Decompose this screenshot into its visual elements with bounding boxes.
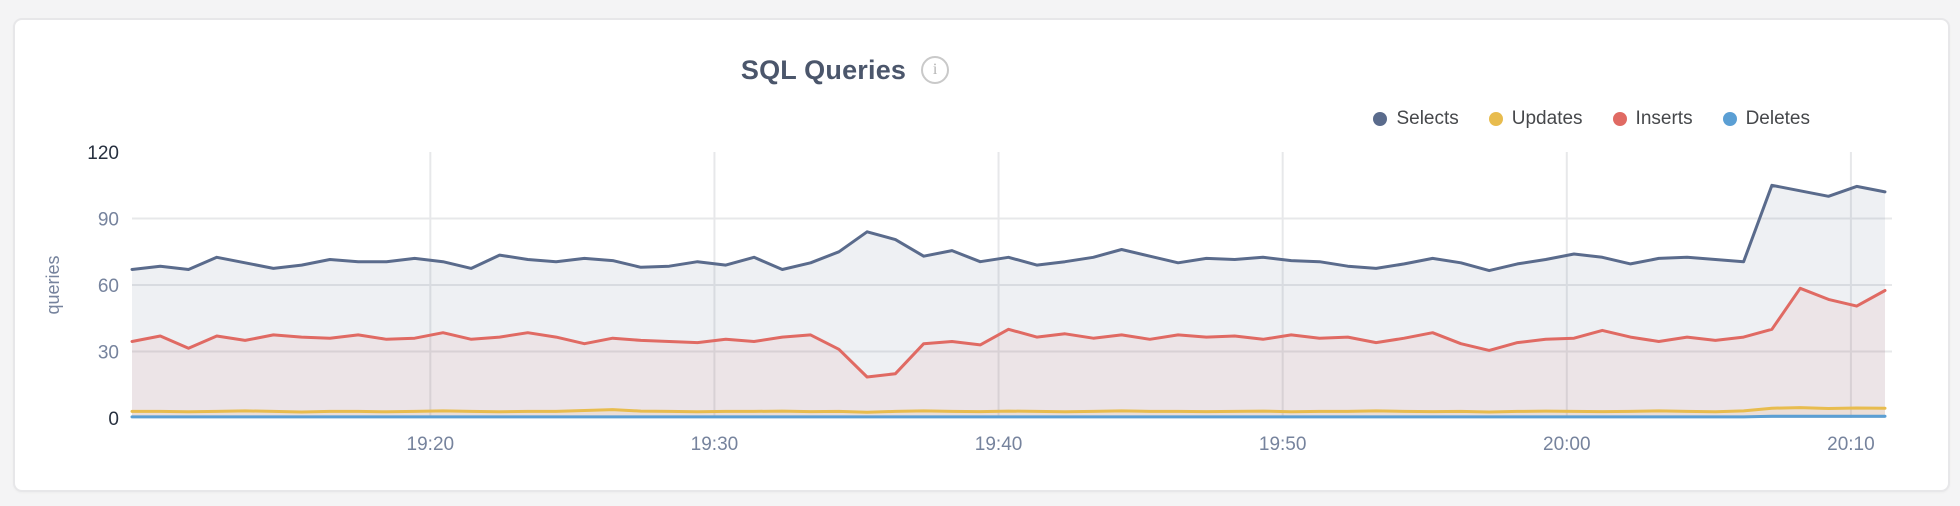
svg-text:30: 30 [98, 343, 119, 364]
svg-text:19:40: 19:40 [975, 434, 1023, 455]
legend-item-inserts[interactable]: Inserts [1612, 108, 1693, 130]
svg-text:90: 90 [98, 210, 119, 231]
legend-dot-updates [1488, 112, 1503, 126]
info-icon[interactable]: i [921, 56, 950, 84]
x-axis-tick-labels: 19:20 19:30 19:40 19:50 20:00 20:10 [407, 434, 1875, 455]
y-axis-title: queries [43, 255, 63, 314]
svg-text:19:20: 19:20 [407, 434, 455, 455]
chart-title: SQL Queries [740, 54, 907, 85]
legend-label: Inserts [1635, 108, 1693, 129]
svg-text:19:30: 19:30 [691, 434, 739, 455]
svg-text:queries: queries [43, 255, 63, 314]
legend-label: Selects [1396, 108, 1459, 129]
legend-item-updates[interactable]: Updates [1488, 108, 1583, 130]
svg-text:120: 120 [87, 143, 119, 164]
legend-label: Deletes [1745, 108, 1810, 129]
grid-lines [132, 152, 1892, 418]
legend-item-deletes[interactable]: Deletes [1722, 108, 1810, 130]
svg-text:0: 0 [108, 409, 119, 430]
chart-header: SQL Queries i [15, 54, 1675, 86]
chart-card: SQL Queries i Selects Updates Inserts Delet… [13, 18, 1950, 492]
series-areas [132, 185, 1885, 418]
series-lines [130, 183, 1887, 419]
svg-text:20:00: 20:00 [1543, 434, 1591, 455]
svg-text:19:50: 19:50 [1259, 434, 1307, 455]
svg-text:20:10: 20:10 [1827, 434, 1875, 455]
legend-label: Updates [1511, 108, 1583, 129]
legend-item-selects[interactable]: Selects [1373, 108, 1459, 130]
legend-dot-deletes [1722, 112, 1737, 126]
svg-text:60: 60 [98, 276, 119, 297]
y-axis-tick-labels: 0 30 60 90 120 [87, 143, 119, 430]
legend-dot-selects [1373, 112, 1388, 126]
legend: Selects Updates Inserts Deletes [1373, 106, 1810, 132]
sql-queries-chart[interactable]: 0 30 60 90 120 19:20 19:30 19:40 19:50 20:00 20:1… [15, 20, 1952, 494]
legend-dot-inserts [1612, 112, 1627, 126]
